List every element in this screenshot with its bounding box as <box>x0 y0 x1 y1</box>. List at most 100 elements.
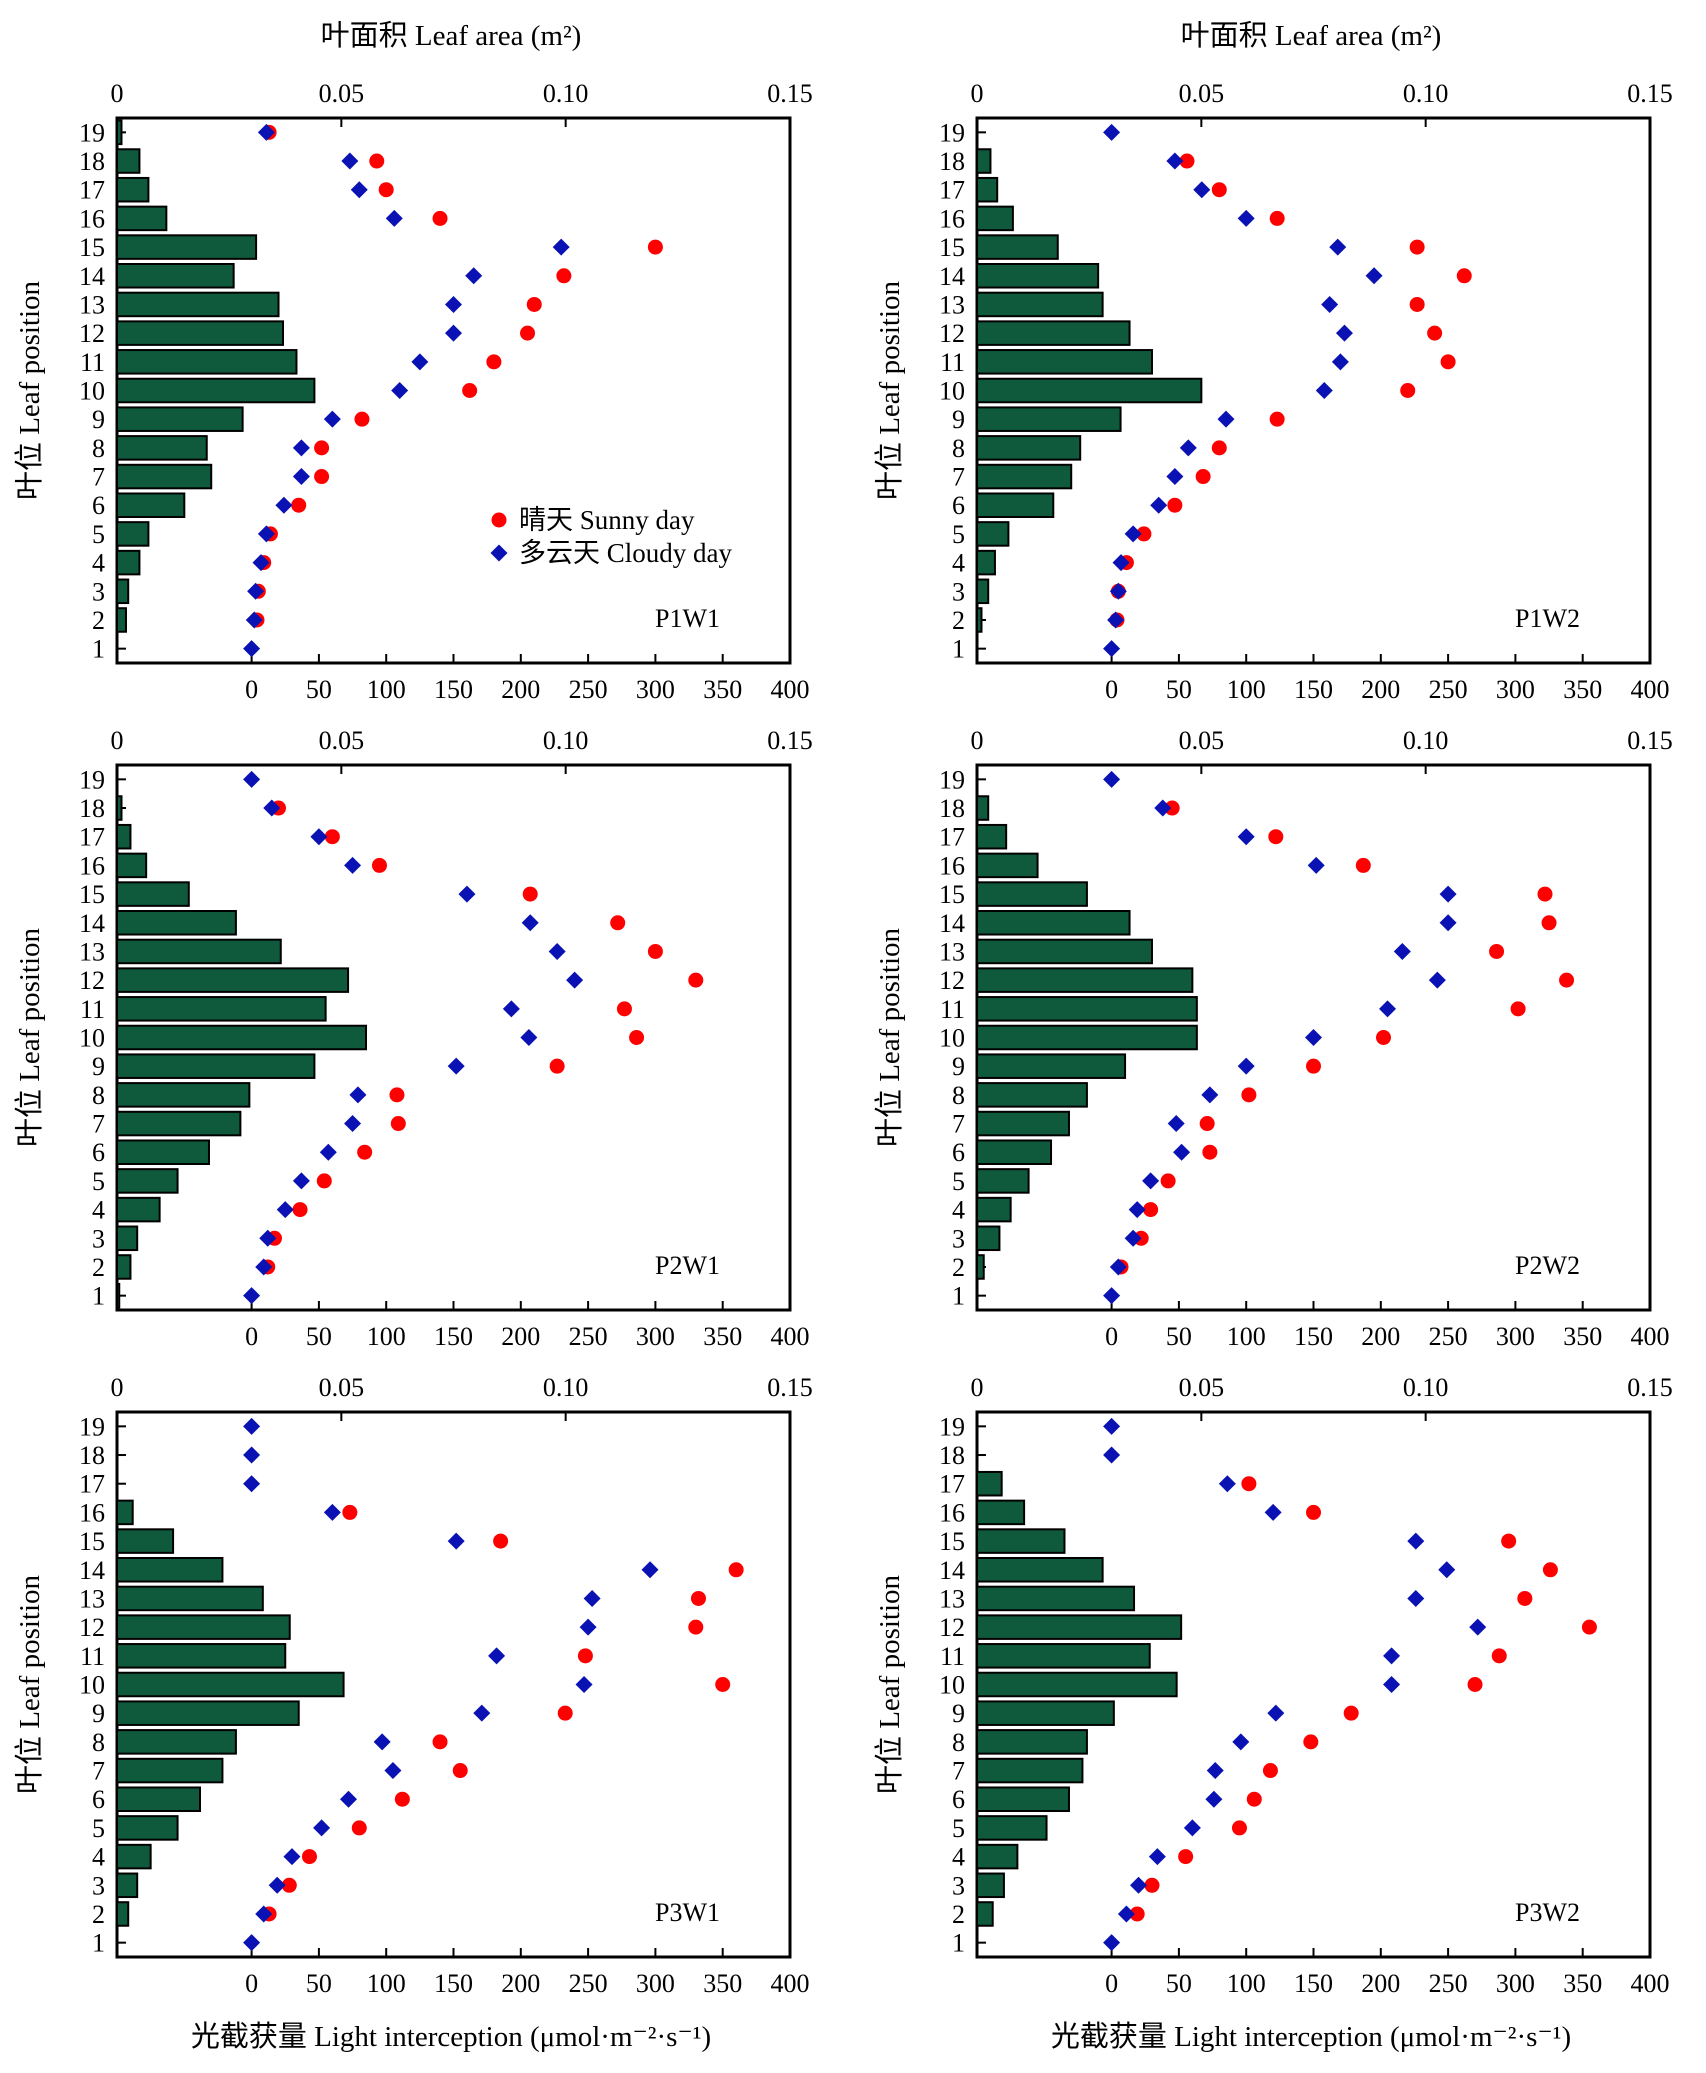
y-axis-title: 叶位 Leaf position <box>13 280 46 500</box>
bottom-tick-label: 400 <box>1631 675 1670 704</box>
sunny-point <box>688 972 704 988</box>
sunny-point <box>493 1533 509 1549</box>
y-tick-label: 8 <box>952 1081 965 1110</box>
y-tick-label: 7 <box>92 463 105 492</box>
sunny-point <box>690 1590 706 1606</box>
y-tick-label: 3 <box>952 577 965 606</box>
y-tick-label: 2 <box>92 606 105 635</box>
y-tick-label: 19 <box>79 118 105 147</box>
leaf-area-bar <box>116 938 282 965</box>
cloudy-point <box>1107 611 1125 629</box>
bottom-tick-label: 300 <box>1496 675 1535 704</box>
y-tick-label: 19 <box>939 1412 965 1441</box>
cloudy-point <box>1237 828 1255 846</box>
bottom-tick-label: 350 <box>703 1969 742 1998</box>
leaf-area-bar <box>976 1614 1183 1640</box>
top-tick-label: 0.15 <box>767 1373 813 1402</box>
top-tick-label: 0.15 <box>1627 79 1673 108</box>
y-tick-label: 10 <box>79 1024 105 1053</box>
sunny-point <box>292 1202 308 1218</box>
y-tick-label: 13 <box>939 290 965 319</box>
legend-sunny-label: 晴天 Sunny day <box>519 505 695 535</box>
bottom-tick-label: 300 <box>1496 1322 1535 1351</box>
top-tick-label: 0.15 <box>1627 1373 1673 1402</box>
y-tick-label: 8 <box>92 434 105 463</box>
sunny-point <box>647 943 663 959</box>
leaf-area-bar <box>976 463 1073 490</box>
bottom-tick-label: 200 <box>501 675 540 704</box>
leaf-area-bar <box>976 1024 1198 1051</box>
leaf-area-bar <box>116 795 123 821</box>
cloudy-point <box>1469 1618 1487 1636</box>
cloudy-point <box>583 1589 601 1607</box>
leaf-area-bar <box>976 1557 1104 1583</box>
cloudy-point <box>1103 1287 1121 1305</box>
leaf-area-bar <box>976 291 1104 318</box>
leaf-area-bar <box>976 1700 1115 1726</box>
bottom-tick-label: 400 <box>1631 1322 1670 1351</box>
bottom-tick-label: 300 <box>636 1969 675 1998</box>
cloudy-point <box>263 799 281 817</box>
panel-p3w1: 0 0.05 0.10 0.150 50 100 150 200 250 300 350 400123… <box>13 1373 813 1998</box>
bottom-tick-label: 0 <box>245 675 258 704</box>
cloudy-point <box>1307 856 1325 874</box>
y-tick-label: 3 <box>952 1224 965 1253</box>
y-tick-label: 19 <box>79 765 105 794</box>
leaf-area-bar <box>976 910 1131 936</box>
leaf-area-bar <box>116 435 208 461</box>
leaf-area-bar <box>976 578 990 605</box>
y-tick-label: 18 <box>939 147 965 176</box>
y-tick-label: 11 <box>80 1642 105 1671</box>
y-tick-label: 14 <box>79 262 105 291</box>
sunny-point <box>556 268 572 284</box>
top-axis-title-left: 叶面积 Leaf area (m²) <box>321 20 582 52</box>
cloudy-point <box>1428 971 1446 989</box>
bottom-tick-label: 100 <box>1227 675 1266 704</box>
cloudy-point <box>243 1287 261 1305</box>
cloudy-point <box>1109 1258 1127 1276</box>
leaf-area-bar <box>116 1757 224 1784</box>
leaf-area-bar <box>976 967 1194 993</box>
bottom-tick-label: 50 <box>1166 1969 1192 1998</box>
bottom-tick-label: 150 <box>1294 1322 1333 1351</box>
cloudy-point <box>1183 1819 1201 1837</box>
cloudy-point <box>1237 1057 1255 1075</box>
leaf-area-bar <box>116 234 258 260</box>
sunny-point <box>1440 354 1456 370</box>
top-tick-label: 0 <box>111 1373 124 1402</box>
leaf-area-bar <box>116 320 285 346</box>
y-tick-label: 2 <box>952 1900 965 1929</box>
y-tick-label: 18 <box>939 794 965 823</box>
top-tick-label: 0 <box>971 1373 984 1402</box>
y-tick-label: 1 <box>92 1282 105 1311</box>
cloudy-point <box>1117 1905 1135 1923</box>
cloudy-point <box>552 238 570 256</box>
top-tick-label: 0.10 <box>1403 1373 1449 1402</box>
bottom-tick-label: 300 <box>636 675 675 704</box>
bottom-tick-label: 150 <box>434 1322 473 1351</box>
panel-label: P1W2 <box>1515 604 1580 633</box>
cloudy-point <box>313 1819 331 1837</box>
panel-p3w2: 0 0.05 0.10 0.150 50 100 150 200 250 300 350 400123… <box>873 1373 1673 1998</box>
leaf-area-bar <box>976 1786 1070 1812</box>
leaf-area-bar <box>116 463 213 490</box>
sunny-point <box>1501 1533 1517 1549</box>
y-tick-label: 7 <box>92 1110 105 1139</box>
bottom-tick-label: 300 <box>1496 1969 1535 1998</box>
cloudy-point <box>340 1790 358 1808</box>
sunny-point <box>616 1001 632 1017</box>
leaf-area-bar <box>976 148 992 174</box>
leaf-area-bar <box>116 1499 134 1526</box>
y-tick-label: 17 <box>939 176 965 205</box>
leaf-area-bar <box>116 1700 300 1726</box>
sunny-point <box>316 1173 332 1189</box>
y-tick-label: 5 <box>92 1814 105 1843</box>
leaf-area-bar <box>976 1110 1070 1137</box>
y-tick-label: 7 <box>92 1757 105 1786</box>
sunny-point <box>1409 239 1425 255</box>
cloudy-point <box>276 1201 294 1219</box>
leaf-area-bar <box>976 1729 1088 1755</box>
y-tick-label: 4 <box>92 1196 105 1225</box>
y-tick-label: 14 <box>939 909 965 938</box>
top-axis-title-right: 叶面积 Leaf area (m²) <box>1181 20 1442 52</box>
